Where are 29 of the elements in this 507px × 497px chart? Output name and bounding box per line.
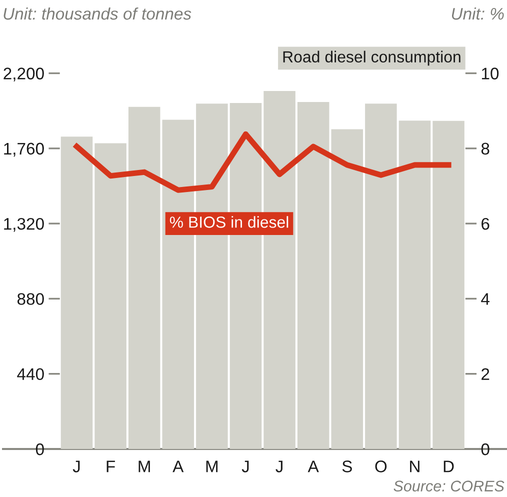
y-tick-label: 880 [17, 293, 44, 305]
x-tick-label: F [106, 460, 115, 472]
series-label: Road diesel consumption [283, 50, 460, 66]
y2-tick-label: 8 [481, 142, 490, 155]
x-tick-label: M [206, 460, 218, 472]
x-tick-label: M [138, 460, 150, 472]
x-tick-label: D [444, 460, 454, 472]
y-tick-label: 0 [36, 443, 44, 456]
x-tick-label: A [172, 460, 184, 472]
y2-tick-label: 4 [481, 293, 490, 305]
y2-tick-label: 0 [481, 443, 490, 456]
y2-tick-label: 10 [482, 68, 499, 80]
series-label: % BIOS in diesel [170, 216, 288, 228]
y-tick-label: 1,320 [4, 218, 44, 232]
x-tick-label: O [375, 460, 387, 472]
x-tick-label: A [308, 460, 319, 472]
x-tick-label: J [242, 460, 249, 472]
y-tick-label: 2,200 [4, 68, 44, 82]
y2-tick-label: 6 [482, 218, 490, 230]
x-tick-label: J [276, 460, 282, 472]
source-note: Source: CORES [394, 480, 504, 492]
y2-axis-title: Unit: % [452, 7, 504, 20]
y-tick-label: 1,760 [4, 142, 44, 157]
x-tick-label: N [410, 460, 420, 472]
x-tick-label: S [342, 460, 352, 472]
x-tick-label: J [72, 460, 80, 472]
y-axis-title: Unit: thousands of tonnes [4, 7, 192, 20]
y2-tick-label: 2 [482, 368, 490, 380]
y-tick-label: 440 [17, 368, 44, 380]
